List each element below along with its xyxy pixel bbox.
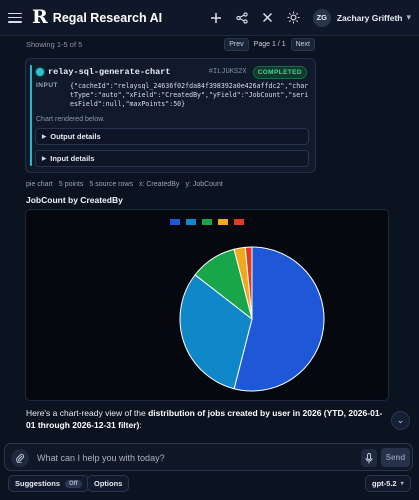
status-badge: COMPLETED [252,65,307,79]
page-indicator: Page 1 / 1 [253,41,286,48]
suggestions-label: Suggestions [15,479,61,488]
chart-legend [26,219,388,227]
prev-button[interactable]: Prev [224,38,249,51]
input-json: {"cacheId":"relaysql_24636f02fda84f39839… [70,82,309,108]
chevron-down-icon[interactable]: ▾ [406,12,411,22]
pie-slice-2[interactable] [179,274,253,390]
disclosure-triangle-icon: ▶ [42,133,47,140]
tool-status-dot-icon [36,68,44,76]
header-actions: ZG Zachary Griffeth ▾ [209,8,411,27]
chevron-down-icon: ⌄ [396,415,405,425]
options-label: Options [94,479,123,488]
pie-slice-5[interactable] [244,246,253,320]
pie-chart [179,246,325,392]
tool-card-header: relay-sql-generate-chart #ILJUKS2X COMPL… [36,65,307,79]
microphone-button[interactable] [361,449,377,467]
chart-title: JobCount by CreatedBy [26,195,123,205]
send-button[interactable]: Send [381,448,410,467]
plus-icon[interactable] [209,11,223,25]
close-icon[interactable] [261,11,275,25]
input-details-toggle[interactable]: ▶ Input details [35,150,309,167]
microphone-icon [365,452,373,463]
model-select[interactable]: gpt-5.2 ▾ [365,475,411,492]
bottom-toolbar: Suggestions Off Options gpt-5.2 ▾ [4,475,415,495]
chevron-down-icon: ▾ [400,481,404,487]
output-details-toggle[interactable]: ▶ Output details [35,128,309,145]
tool-name: relay-sql-generate-chart [48,67,171,77]
legend-swatch-2[interactable] [186,219,196,225]
menu-icon[interactable] [8,12,22,23]
next-button[interactable]: Next [290,38,315,51]
model-label: gpt-5.2 [372,479,397,488]
paperclip-icon [16,453,25,463]
suggestions-toggle[interactable]: Suggestions Off [8,475,89,492]
tool-id: #ILJUKS2X [208,68,247,76]
chart-meta-y: y: JobCount [185,181,223,188]
legend-swatch-1[interactable] [170,219,180,225]
disclosure-triangle-icon: ▶ [42,155,47,162]
theme-sun-icon[interactable] [287,11,301,25]
tool-call-card: relay-sql-generate-chart #ILJUKS2X COMPL… [25,58,316,173]
pager: Prev Page 1 / 1 Next [224,38,315,51]
avatar[interactable]: ZG [312,8,331,27]
chart-meta-x: x: CreatedBy [138,181,180,188]
response-suffix: : [139,420,142,430]
app-title: Regal Research AI [52,10,163,25]
chart-meta-points: 5 points [58,181,84,188]
app-header: R Regal Research AI ZG Zachary Griffeth … [0,0,419,36]
rendered-note: Chart rendered below. [36,116,105,123]
prompt-input[interactable] [35,450,315,466]
chart-meta-type: pie chart [26,181,53,188]
legend-swatch-4[interactable] [218,219,228,225]
scroll-down-button[interactable]: ⌄ [391,411,410,430]
output-details-label: Output details [50,132,101,141]
chart-meta-rows: 5 source rows [89,181,133,188]
legend-swatch-5[interactable] [234,219,244,225]
chart-container [25,209,389,401]
response-prefix: Here's a chart-ready view of the [26,408,149,418]
attach-button[interactable] [11,449,29,467]
share-icon[interactable] [235,11,249,25]
brand-logo: R [32,6,48,28]
legend-swatch-3[interactable] [202,219,212,225]
chart-meta: pie chart 5 points 5 source rows x: Crea… [26,181,223,188]
input-label: INPUT [36,82,58,89]
composer: Send [4,443,413,471]
assistant-response: Here's a chart-ready view of the distrib… [26,407,386,431]
pie-slice-1[interactable] [233,246,325,392]
user-name[interactable]: Zachary Griffeth [336,12,403,23]
suggestions-toggle-state[interactable]: Off [65,479,82,488]
response-bold: distribution of jobs created by user in … [26,408,383,430]
options-button[interactable]: Options [87,475,130,492]
showing-count: Showing 1-5 of 5 [26,40,83,49]
pagination-row: Showing 1-5 of 5 Prev Page 1 / 1 Next [0,38,419,52]
input-details-label: Input details [50,154,95,163]
